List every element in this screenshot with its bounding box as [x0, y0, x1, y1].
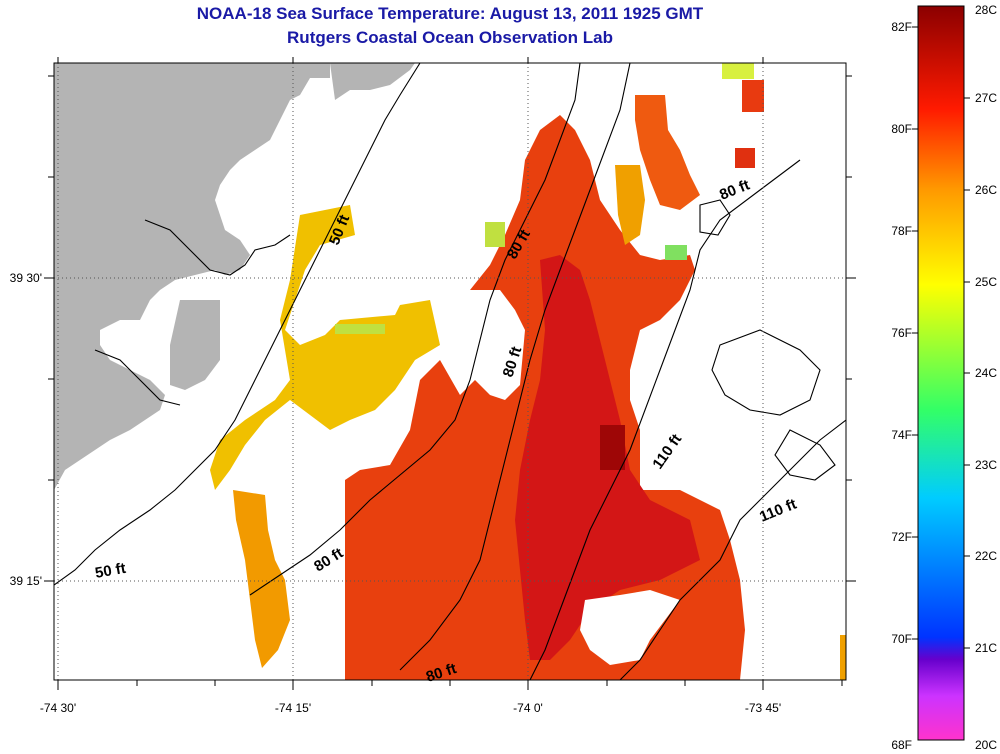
x-tick-label-1: -74 30': [40, 701, 76, 715]
land-patch-north: [330, 63, 415, 100]
contour-110ft: [529, 159, 801, 680]
contour-80ft: [249, 63, 581, 596]
contour-loop-1: [711, 329, 821, 416]
contour-loop-3: [699, 199, 731, 236]
colorbar-f-label: 72F: [891, 530, 912, 544]
colorbar-f-label: 70F: [891, 632, 912, 646]
graticule: [54, 63, 846, 680]
colorbar-c-label: 27C: [975, 91, 997, 105]
contour-label-50ft-south: 50 ft: [94, 560, 127, 582]
colorbar-c-label: 23C: [975, 458, 997, 472]
contour-110ft-east: [619, 419, 846, 680]
x-tick-label-2: -74 15': [275, 701, 311, 715]
contour-coast: [144, 219, 291, 276]
sst-ne-cell-3: [722, 63, 754, 79]
sst-green-cell-2: [335, 324, 385, 334]
land-patch: [170, 300, 220, 390]
bathymetry-contours: [54, 63, 846, 680]
colorbar-f-label: 68F: [891, 738, 912, 752]
x-tick-label-3: -74 0': [513, 701, 543, 715]
map-subtitle: Rutgers Coastal Ocean Observation Lab: [287, 28, 613, 47]
colorbar-celsius-labels: 28C 27C 26C 25C 24C 23C 22C 21C 20C: [975, 3, 997, 752]
sst-hottest-cell: [600, 425, 625, 470]
y-tick-label-1: 39 30': [10, 271, 42, 285]
colorbar-c-label: 28C: [975, 3, 997, 17]
sst-ne-cell-1: [735, 148, 755, 168]
sst-green-cell-3: [485, 222, 505, 247]
colorbar-c-label: 22C: [975, 549, 997, 563]
contour-loop-2: [774, 429, 836, 481]
colorbar-f-label: 80F: [891, 122, 912, 136]
colorbar-f-label: 74F: [891, 428, 912, 442]
contour-coast-2: [94, 349, 181, 406]
sst-east-edge-cell: [840, 635, 846, 680]
colorbar-c-label: 24C: [975, 366, 997, 380]
colorbar-fahrenheit-labels: 82F 80F 78F 76F 74F 72F 70F 68F: [891, 20, 912, 752]
colorbar-c-label: 21C: [975, 641, 997, 655]
colorbar-c-label: 26C: [975, 183, 997, 197]
contour-50ft: [54, 63, 421, 586]
colorbar-c-label: 25C: [975, 275, 997, 289]
sst-ne-strip: [615, 165, 645, 245]
colorbar: [917, 5, 965, 741]
cloud-gap: [580, 590, 680, 665]
colorbar-c-label: 20C: [975, 738, 997, 752]
sst-ne-patch: [635, 95, 700, 210]
frame-ticks: [44, 57, 856, 690]
sst-green-cell: [665, 245, 687, 260]
colorbar-f-label: 78F: [891, 224, 912, 238]
colorbar-f-label: 82F: [891, 20, 912, 34]
colorbar-f-label: 76F: [891, 326, 912, 340]
x-tick-label-4: -73 45': [745, 701, 781, 715]
sst-cool-strip: [210, 205, 440, 490]
sst-ne-cell-2: [742, 80, 764, 112]
contour-80ft-east: [399, 63, 631, 671]
colorbar-ticks: [912, 26, 970, 649]
land-mass: [54, 63, 330, 490]
sst-cool-patch: [233, 490, 290, 668]
map-title: NOAA-18 Sea Surface Temperature: August …: [196, 4, 704, 23]
y-tick-label-2: 39 15': [10, 574, 42, 588]
